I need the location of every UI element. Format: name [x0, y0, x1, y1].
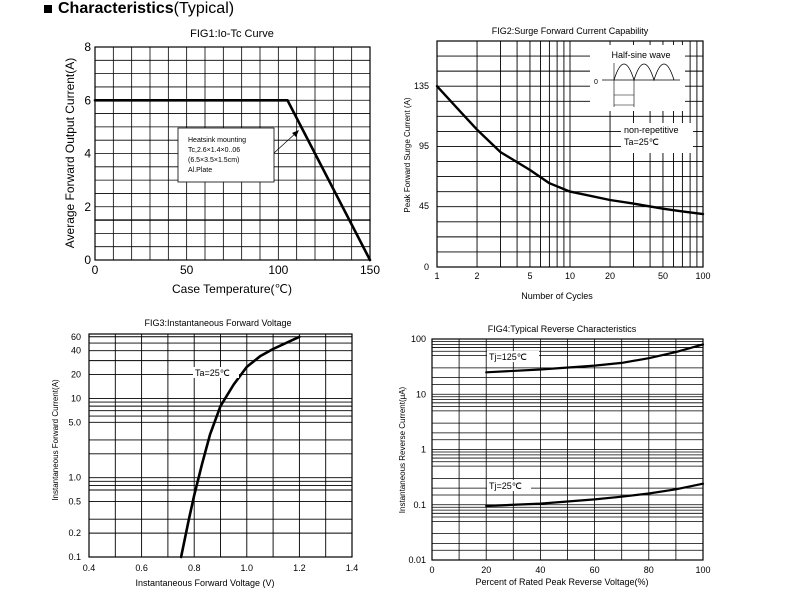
series-label: Ta=25℃ [195, 368, 230, 378]
inset-zero-label: 0 [594, 79, 598, 86]
x-tick-label: 100 [695, 565, 710, 575]
y-tick-label: 100 [411, 334, 426, 344]
series-label: Tj=25℃ [489, 481, 522, 491]
plot-frame [431, 338, 704, 561]
y-tick-label: 40 [71, 346, 81, 356]
y-tick-label: 5.0 [68, 417, 81, 427]
derating-curve [93, 99, 372, 262]
x-tick-label: 10 [565, 271, 575, 281]
annotation-line: Al.Plate [188, 167, 212, 174]
y-tick-label: 45 [419, 201, 429, 211]
y-tick-label: 135 [414, 81, 429, 91]
forward-voltage-curve [179, 335, 301, 559]
fig1-xlabel: Case Temperature(℃) [172, 282, 292, 296]
series-label: Tj=125℃ [489, 352, 527, 362]
fig2-ylabel: Peak Forward Surge Current (A) [403, 97, 412, 212]
y-tick-label: 1.0 [68, 473, 81, 483]
section-subtitle: (Typical) [173, 0, 235, 17]
y-tick-label: 10 [71, 393, 81, 403]
inset-title: Half-sine wave [611, 50, 670, 60]
fig3-chart: FIG3:Instantaneous Forward Voltage Insta… [51, 318, 358, 588]
plot-frame [436, 40, 704, 268]
x-tick-label: 100 [268, 263, 288, 277]
annotation-line: Ta=25℃ [624, 137, 659, 147]
label-background [193, 367, 239, 378]
fig3-title: FIG3:Instantaneous Forward Voltage [144, 318, 291, 328]
x-tick-label: 0.6 [135, 563, 148, 573]
y-tick-label: 60 [71, 332, 81, 342]
plot-frame [88, 333, 353, 558]
x-tick-label: 50 [658, 271, 668, 281]
y-tick-label: 1 [421, 445, 426, 455]
x-tick-label: 1.4 [346, 563, 359, 573]
x-tick-label: 150 [360, 263, 380, 277]
annotation-box [177, 127, 275, 183]
fig1-ylabel: Average Forward Output Current(A) [63, 58, 77, 249]
fig1-title: FIG1:Io-Tc Curve [190, 28, 274, 40]
fig3-xlabel: Instantaneous Forward Voltage (V) [135, 578, 274, 588]
x-tick-label: 5 [527, 271, 532, 281]
fig4-xlabel: Percent of Rated Peak Reverse Voltage(%) [475, 577, 648, 587]
bullet-square-icon [44, 4, 52, 13]
x-tick-label: 1.0 [241, 563, 254, 573]
fig4-chart: FIG4:Typical Reverse Characteristics Per… [398, 324, 711, 587]
x-tick-label: 0.4 [83, 563, 96, 573]
fig2-title: FIG2:Surge Forward Current Capability [492, 26, 649, 36]
x-tick-label: 0.8 [188, 563, 201, 573]
fig2-annotation: non-repetitive Ta=25℃ [621, 123, 693, 153]
fig2-chart: FIG2:Surge Forward Current Capability Nu… [403, 26, 711, 301]
x-tick-label: 20 [481, 565, 491, 575]
fig2-xlabel: Number of Cycles [521, 291, 593, 301]
fig1-annotation: Heatsink mounting Tc,2.6×1.4×0..06 (6.5×… [177, 127, 299, 183]
y-tick-label: 0 [84, 253, 91, 267]
x-tick-label: 0 [92, 263, 99, 277]
x-tick-label: 50 [180, 263, 194, 277]
y-tick-label: 6 [84, 93, 91, 107]
x-tick-label: 60 [590, 565, 600, 575]
fig4-title: FIG4:Typical Reverse Characteristics [488, 324, 637, 334]
y-tick-label: 0 [424, 262, 429, 272]
x-tick-label: 20 [605, 271, 615, 281]
half-sine-inset: Half-sine wave 0 [590, 45, 685, 111]
fig4-ylabel: Instantaneous Reverse Current(μA) [398, 386, 407, 513]
reverse-current-curve [485, 343, 705, 374]
y-tick-label: 95 [419, 141, 429, 151]
label-background [487, 351, 539, 362]
x-tick-label: 0 [429, 565, 434, 575]
half-sine-wave-shape [613, 63, 675, 82]
annotation-line: Heatsink mounting [188, 137, 246, 144]
label-background [487, 480, 531, 491]
x-tick-label: 1 [434, 271, 439, 281]
x-tick-label: 100 [695, 271, 710, 281]
y-tick-label: 10 [416, 389, 426, 399]
y-tick-label: 2 [84, 200, 91, 214]
section-header: Characteristics(Typical) [44, 0, 234, 18]
x-tick-label: 1.2 [293, 563, 306, 573]
plot-frame [94, 46, 371, 261]
annotation-arrow [273, 131, 298, 154]
y-tick-label: 0.01 [408, 555, 426, 565]
arrowhead-icon [292, 130, 299, 137]
surge-curve [435, 84, 705, 216]
y-tick-label: 8 [84, 40, 91, 54]
fig1-chart: FIG1:Io-Tc Curve Case Temperature(℃) Ave… [63, 28, 380, 296]
y-tick-label: 4 [84, 147, 91, 161]
fig3-ylabel: Instantaneous Forward Current(A) [51, 379, 60, 501]
annotation-background [621, 123, 693, 153]
y-tick-label: 0.1 [68, 552, 81, 562]
y-tick-label: 0.1 [413, 500, 426, 510]
annotation-line: Tc,2.6×1.4×0..06 [188, 147, 240, 154]
reverse-current-curve [485, 482, 705, 508]
section-title: Characteristics [58, 0, 174, 17]
y-tick-label: 0.5 [68, 497, 81, 507]
x-tick-label: 80 [644, 565, 654, 575]
annotation-line: (6.5×3.5×1.5cm) [188, 157, 239, 164]
y-tick-label: 0.2 [68, 528, 81, 538]
x-tick-label: 40 [535, 565, 545, 575]
y-tick-label: 20 [71, 370, 81, 380]
x-tick-label: 2 [475, 271, 480, 281]
inset-background [590, 45, 685, 111]
annotation-line: non-repetitive [624, 125, 679, 135]
